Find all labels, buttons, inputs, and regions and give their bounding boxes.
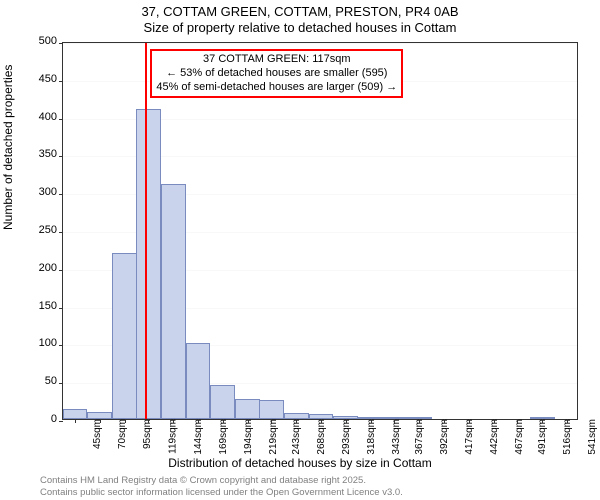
x-tick-label: 467sqm <box>507 419 524 455</box>
marker-layer <box>63 43 577 419</box>
x-tick-mark <box>444 419 445 423</box>
x-tick-mark <box>173 419 174 423</box>
y-tick-label: 0 <box>51 413 63 425</box>
y-axis-label: Number of detached properties <box>1 65 15 230</box>
x-tick-mark <box>542 419 543 423</box>
x-tick-label: 516sqm <box>556 419 573 455</box>
x-tick-label: 541sqm <box>581 419 598 455</box>
x-tick-label: 219sqm <box>261 419 278 455</box>
x-tick-label: 268sqm <box>310 419 327 455</box>
x-tick-label: 417sqm <box>458 419 475 455</box>
x-tick-label: 343sqm <box>384 419 401 455</box>
y-tick-label: 50 <box>45 375 63 387</box>
x-tick-mark <box>346 419 347 423</box>
x-tick-mark <box>75 419 76 423</box>
x-tick-mark <box>296 419 297 423</box>
annotation-line: 45% of semi-detached houses are larger (… <box>156 81 397 95</box>
x-tick-mark <box>371 419 372 423</box>
x-tick-label: 392sqm <box>433 419 450 455</box>
footer-attribution: Contains HM Land Registry data © Crown c… <box>40 475 403 498</box>
annotation-box: 37 COTTAM GREEN: 117sqm← 53% of detached… <box>150 49 403 98</box>
plot-area: 37 COTTAM GREEN: 117sqm← 53% of detached… <box>62 42 578 420</box>
y-tick-label: 400 <box>39 111 63 123</box>
x-tick-mark <box>394 419 395 423</box>
x-tick-mark <box>248 419 249 423</box>
y-tick-label: 200 <box>39 262 63 274</box>
y-tick-label: 250 <box>39 224 63 236</box>
x-tick-label: 194sqm <box>237 419 254 455</box>
x-tick-mark <box>271 419 272 423</box>
annotation-line: ← 53% of detached houses are smaller (59… <box>156 67 397 81</box>
x-tick-label: 45sqm <box>86 419 103 449</box>
x-tick-mark <box>494 419 495 423</box>
x-tick-label: 367sqm <box>408 419 425 455</box>
x-tick-mark <box>198 419 199 423</box>
x-tick-label: 70sqm <box>111 419 128 449</box>
chart-title-line2: Size of property relative to detached ho… <box>0 20 600 35</box>
x-tick-mark <box>469 419 470 423</box>
x-tick-label: 293sqm <box>335 419 352 455</box>
x-tick-mark <box>567 419 568 423</box>
property-marker-line <box>145 43 147 419</box>
y-tick-label: 350 <box>39 148 63 160</box>
x-tick-mark <box>517 419 518 423</box>
x-tick-mark <box>321 419 322 423</box>
y-tick-label: 100 <box>39 337 63 349</box>
x-tick-mark <box>223 419 224 423</box>
x-tick-label: 169sqm <box>212 419 229 455</box>
x-tick-label: 491sqm <box>531 419 548 455</box>
chart-title-line1: 37, COTTAM GREEN, COTTAM, PRESTON, PR4 0… <box>0 4 600 19</box>
x-tick-mark <box>125 419 126 423</box>
x-tick-mark <box>100 419 101 423</box>
chart-container: 37, COTTAM GREEN, COTTAM, PRESTON, PR4 0… <box>0 0 600 500</box>
x-tick-mark <box>148 419 149 423</box>
x-tick-label: 144sqm <box>187 419 204 455</box>
footer-line1: Contains HM Land Registry data © Crown c… <box>40 475 403 486</box>
y-tick-label: 150 <box>39 300 63 312</box>
y-tick-label: 300 <box>39 186 63 198</box>
y-tick-label: 500 <box>39 35 63 47</box>
x-tick-label: 442sqm <box>483 419 500 455</box>
x-tick-label: 95sqm <box>136 419 153 449</box>
y-tick-label: 450 <box>39 73 63 85</box>
annotation-line: 37 COTTAM GREEN: 117sqm <box>156 53 397 67</box>
footer-line2: Contains public sector information licen… <box>40 487 403 498</box>
x-tick-mark <box>419 419 420 423</box>
x-tick-label: 318sqm <box>360 419 377 455</box>
x-tick-label: 119sqm <box>162 419 179 454</box>
x-tick-label: 243sqm <box>285 419 302 455</box>
x-axis-label: Distribution of detached houses by size … <box>0 456 600 470</box>
